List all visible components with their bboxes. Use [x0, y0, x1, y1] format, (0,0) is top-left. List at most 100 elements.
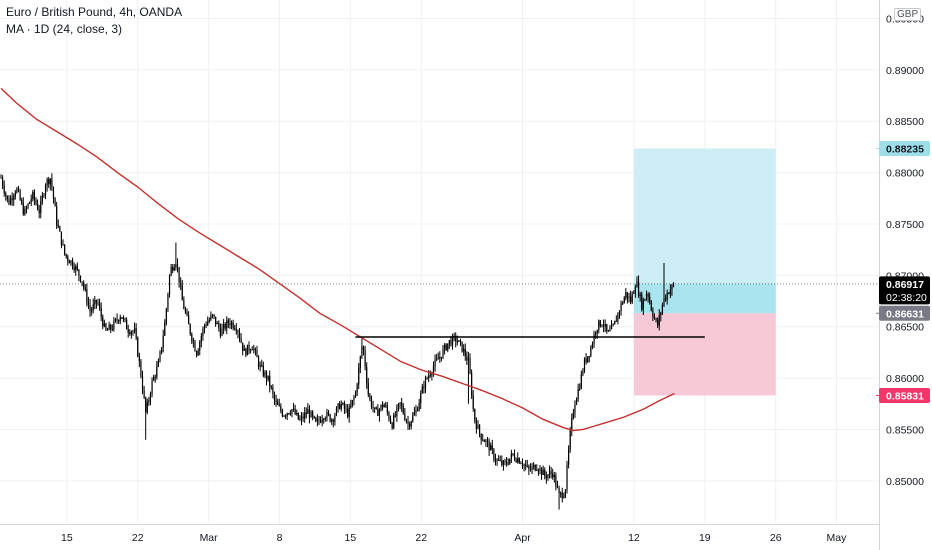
candle-body-229 — [364, 350, 366, 368]
candle-body-115 — [183, 300, 185, 309]
candle-body-289 — [459, 340, 462, 342]
candle-body-353 — [561, 492, 563, 498]
symbol-title[interactable]: Euro / British Pound, 4h, OANDA — [6, 5, 183, 19]
price-label-1-text: 0.86631 — [886, 308, 924, 320]
candle-body-178 — [283, 415, 285, 417]
candle-body-226 — [359, 356, 361, 368]
candle-body-168 — [267, 375, 269, 380]
candle-body-153 — [243, 348, 245, 351]
candle-body-197 — [313, 416, 315, 418]
candle-body-154 — [245, 348, 247, 356]
candle-body-422 — [671, 285, 673, 290]
candle-body-17 — [27, 203, 29, 208]
candle-body-227 — [361, 346, 363, 357]
candle-body-80 — [127, 329, 129, 333]
time-axis[interactable]: 15 22 Mar 8 15 22 Apr 12 19 26 May — [0, 524, 879, 550]
current-price-text: 0.86917 — [886, 279, 924, 291]
candle-body-11 — [17, 188, 20, 191]
candle-body-79 — [126, 319, 128, 330]
candle-body-55 — [87, 302, 90, 305]
candle-body-190 — [302, 416, 304, 419]
long-position-tool[interactable] — [633, 148, 776, 396]
candle-body-264 — [420, 393, 422, 404]
candle-body-148 — [235, 329, 237, 331]
candle-body-325 — [517, 458, 519, 462]
candle-body-412 — [655, 318, 657, 321]
candle-body-272 — [432, 366, 435, 374]
candle-body-27 — [43, 195, 45, 197]
candle-body-220 — [350, 405, 352, 408]
time-axis-bg — [0, 524, 879, 550]
candle-body-326 — [518, 458, 520, 464]
candle-body-64 — [102, 316, 104, 327]
candle-body-292 — [464, 348, 466, 357]
candle-body-233 — [370, 398, 373, 407]
candle-body-40 — [64, 244, 66, 255]
candle-body-379 — [602, 325, 605, 327]
candle-body-386 — [614, 320, 616, 325]
candle-body-313 — [498, 459, 500, 461]
candle-body-95 — [151, 380, 153, 395]
candle-body-375 — [596, 329, 598, 334]
candle-body-19 — [30, 198, 32, 203]
price-tick-8: 0.85500 — [886, 424, 924, 436]
price-label-2-bg — [879, 387, 930, 403]
candle-body-173 — [275, 399, 277, 403]
candle-body-89 — [141, 376, 144, 391]
candle-body-287 — [456, 341, 458, 343]
candle-body-12 — [19, 190, 21, 200]
candle-body-267 — [424, 377, 427, 389]
candle-body-397 — [631, 293, 633, 302]
candle-body-338 — [537, 469, 539, 472]
candle-body-194 — [308, 409, 311, 418]
candle-body-7 — [11, 198, 13, 200]
candle-body-20 — [32, 191, 34, 199]
candle-body-282 — [448, 339, 450, 344]
candle-body-333 — [529, 469, 532, 471]
candle-body-323 — [513, 454, 516, 460]
candle-body-274 — [436, 358, 438, 360]
candle-body-81 — [129, 332, 131, 335]
candle-body-145 — [230, 322, 233, 326]
candle-body-240 — [381, 404, 384, 408]
candle-body-250 — [397, 403, 400, 408]
candle-body-152 — [242, 342, 244, 351]
candle-body-294 — [467, 357, 470, 361]
candle-body-210 — [334, 415, 336, 422]
candle-body-312 — [496, 459, 498, 462]
candle-body-236 — [375, 407, 377, 410]
candle-body-212 — [337, 403, 339, 408]
candle-body-188 — [299, 419, 301, 421]
candle-body-303 — [482, 439, 484, 441]
candle-body-105 — [167, 294, 169, 309]
candle-body-205 — [326, 412, 328, 419]
candle-body-262 — [416, 410, 419, 412]
indicator-title[interactable]: MA · 1D (24, close, 3) — [6, 22, 123, 36]
candle-body-218 — [347, 408, 349, 417]
candle-body-50 — [79, 275, 82, 282]
candle-body-356 — [566, 464, 568, 490]
candle-body-41 — [65, 254, 67, 257]
candle-body-363 — [577, 389, 579, 400]
candle-body-47 — [75, 266, 77, 271]
candle-body-260 — [413, 412, 415, 416]
candle-body-48 — [76, 266, 78, 270]
candle-body-142 — [226, 320, 228, 329]
candle-body-319 — [507, 463, 509, 465]
candle-body-354 — [563, 496, 565, 498]
candle-body-98 — [156, 366, 158, 377]
candle-body-45 — [71, 260, 74, 268]
currency-badge[interactable]: GBP — [894, 8, 922, 21]
price-tick-2: 0.88500 — [886, 116, 924, 128]
candle-body-277 — [440, 356, 443, 358]
candle-body-73 — [116, 318, 118, 321]
price-axis[interactable]: 0.895000.890000.885000.880000.875000.870… — [879, 0, 932, 550]
candle-body-187 — [297, 412, 299, 420]
candle-body-104 — [165, 308, 167, 323]
candle-body-347 — [552, 473, 554, 478]
candle-body-245 — [389, 419, 392, 424]
candle-body-74 — [118, 320, 120, 322]
candle-body-204 — [324, 418, 326, 420]
candle-body-362 — [575, 399, 578, 405]
